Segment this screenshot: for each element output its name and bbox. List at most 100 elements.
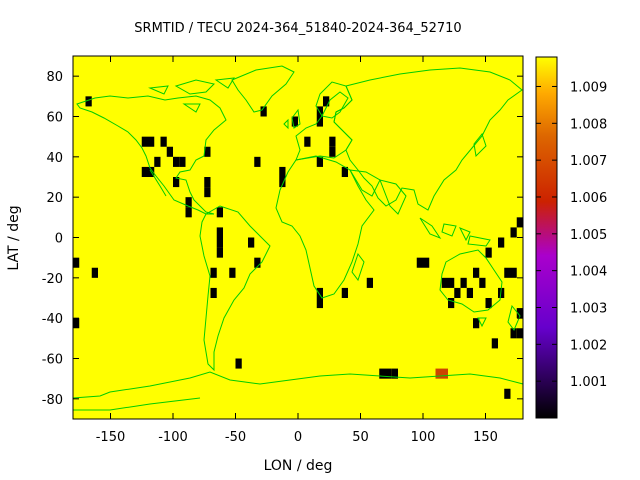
- coastline-madagascar: [351, 252, 365, 282]
- colorbar-tick-label: 1.001: [570, 375, 607, 390]
- x-tick-label: 150: [473, 430, 498, 445]
- y-tick-label: -20: [42, 272, 63, 287]
- heatmap-cell-low: [229, 267, 236, 278]
- coastline-africa: [275, 155, 375, 299]
- map-panel: -150 -100 -50 0 50 100 150 80 60 40 20 0 -20 -40 -60 -…: [42, 55, 524, 445]
- coastline-australia: [439, 249, 503, 313]
- figure-title: SRMTID / TECU 2024-364_51840-2024-364_52…: [134, 21, 461, 36]
- y-axis-ticks: 80 60 40 20 0 -20 -40 -60 -80: [42, 70, 523, 408]
- coastline-india: [379, 179, 407, 215]
- x-tick-label: 100: [411, 430, 436, 445]
- colorbar-tick-label: 1.002: [570, 338, 607, 353]
- coastline-greenland: [231, 65, 295, 113]
- heatmap-cell-low: [379, 368, 386, 379]
- y-tick-label: 80: [46, 70, 63, 85]
- heatmap-cell-low: [460, 277, 467, 288]
- x-tick-label: -150: [96, 430, 126, 445]
- y-tick-label: -40: [42, 312, 63, 327]
- heatmap-cell-low: [510, 267, 517, 278]
- colorbar-tick-label: 1.006: [570, 191, 607, 206]
- heatmap-cell-low: [254, 257, 261, 268]
- heatmap-cell-low: [91, 267, 98, 278]
- x-tick-label: -100: [158, 430, 188, 445]
- heatmap-cell-low: [504, 267, 511, 278]
- heatmap-cell-low: [235, 358, 242, 369]
- heatmap-cell-low: [248, 237, 255, 248]
- heatmap-cell-low: [185, 207, 192, 218]
- x-tick-label: 0: [294, 430, 302, 445]
- heatmap-cell-low: [448, 277, 455, 288]
- heatmap-cell-low: [204, 177, 211, 188]
- heatmap-cell-low: [316, 116, 323, 127]
- coastline-antarctica-lower: [73, 397, 201, 411]
- coastline-arabia: [349, 169, 381, 197]
- y-tick-label: -60: [42, 353, 63, 368]
- heatmap-cell-low: [516, 328, 523, 339]
- heatmap-cell-low: [260, 106, 267, 117]
- colorbar-tick-label: 1.009: [570, 80, 607, 95]
- coastline-new-zealand: [507, 304, 521, 331]
- y-tick-label: 0: [55, 232, 63, 247]
- heatmap-cell-low: [385, 368, 392, 379]
- heatmap-cell-low: [448, 298, 455, 309]
- y-tick-label: 60: [46, 111, 63, 126]
- heatmap-cell-low: [441, 277, 448, 288]
- heatmap-cells: [73, 96, 523, 399]
- colorbar-tick-label: 1.003: [570, 301, 607, 316]
- heatmap-cell-low: [216, 237, 223, 248]
- heatmap-cell-low: [391, 368, 398, 379]
- heatmap-cell-low: [329, 136, 336, 147]
- heatmap-cell-low: [304, 136, 311, 147]
- x-tick-label: -50: [225, 430, 246, 445]
- heatmap-cell-low: [323, 96, 330, 107]
- coastline-north-america: [76, 95, 227, 215]
- heatmap-cell-low: [148, 136, 155, 147]
- heatmap-cell-low: [473, 318, 480, 329]
- heatmap-cell-low: [210, 267, 217, 278]
- heatmap-cell-low: [160, 136, 167, 147]
- colorbar-tick-label: 1.008: [570, 117, 607, 132]
- heatmap-cell-low: [210, 287, 217, 298]
- x-tick-label: 50: [352, 430, 369, 445]
- x-axis-label: LON / deg: [264, 458, 333, 474]
- heatmap-cell-low: [316, 106, 323, 117]
- heatmap-cell-low: [173, 156, 180, 167]
- heatmap-cell-low: [504, 388, 511, 399]
- heatmap-cell-low: [141, 166, 148, 177]
- coastline-arctic-islands: [148, 77, 235, 113]
- heatmap-cell-low: [416, 257, 423, 268]
- heatmap-cell-low: [279, 177, 286, 188]
- heatmap-cell-low: [216, 247, 223, 258]
- heatmap-cell-low: [516, 308, 523, 319]
- heatmap-cell-low: [204, 146, 211, 157]
- coastline-japan: [473, 132, 487, 158]
- heatmap-cell-low: [473, 267, 480, 278]
- heatmap-cell-low: [516, 217, 523, 228]
- heatmap-cell-low: [279, 166, 286, 177]
- y-tick-label: 20: [46, 191, 63, 206]
- heatmap-cell-low: [329, 146, 336, 157]
- heatmap-cell-mid: [435, 368, 448, 379]
- y-axis-label: LAT / deg: [6, 205, 22, 270]
- heatmap-cell-low: [85, 96, 92, 107]
- heatmap-cell-low: [316, 287, 323, 298]
- heatmap-cell-low: [341, 287, 348, 298]
- coastline-se-asia-islands: [419, 217, 491, 247]
- heatmap-cell-low: [454, 287, 461, 298]
- heatmap-cell-low: [204, 187, 211, 198]
- heatmap-cell-low: [216, 207, 223, 218]
- heatmap-cell-low: [173, 177, 180, 188]
- heatmap-cell-low: [466, 287, 473, 298]
- colorbar-ticks: 1.001 1.002 1.003 1.004 1.005 1.006 1.007 1.008…: [536, 80, 607, 390]
- heatmap-cell-low: [485, 247, 492, 258]
- coastline-tasmania: [477, 317, 487, 328]
- heatmap-cell-low: [510, 328, 517, 339]
- colorbar-tick-label: 1.005: [570, 228, 607, 243]
- heatmap-cell-low: [185, 197, 192, 208]
- heatmap-cell-low: [166, 146, 173, 157]
- colorbar-tick-label: 1.004: [570, 265, 607, 280]
- heatmap-cell-low: [291, 116, 298, 127]
- heatmap-cell-low: [254, 156, 261, 167]
- y-tick-label: 40: [46, 151, 63, 166]
